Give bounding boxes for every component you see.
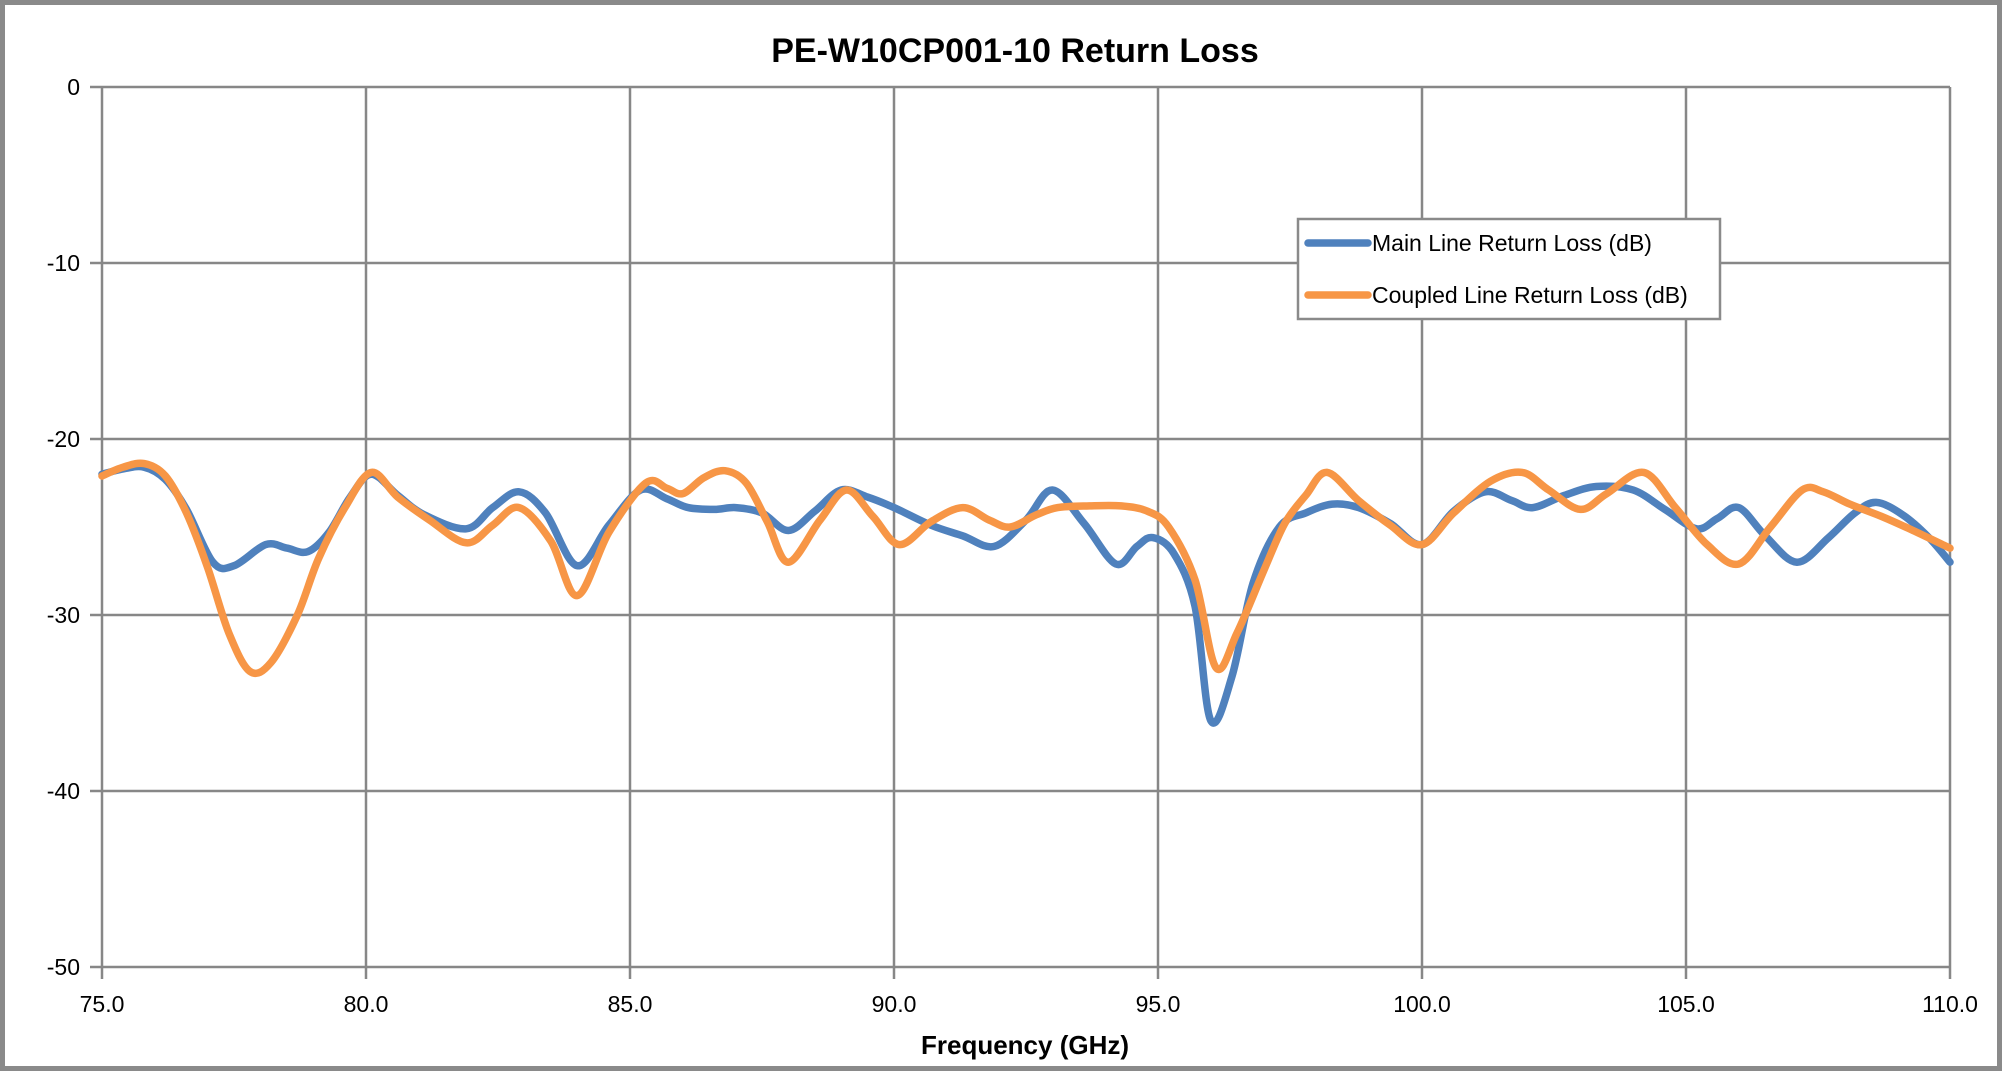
axis-ticks: [90, 85, 1952, 979]
axis-labels: 75.0 80.0 85.0 90.0 95.0 100.0 105.0 110.0 0 -10 -…: [47, 74, 1978, 1017]
x-tick-label: 90.0: [872, 991, 917, 1017]
x-tick-label: 110.0: [1922, 991, 1978, 1017]
x-axis-title: Frequency (GHz): [921, 1030, 1129, 1060]
y-tick-label: -20: [47, 426, 80, 452]
y-tick-label: -10: [47, 250, 80, 276]
data-series: [98, 459, 1954, 727]
x-tick-label: 80.0: [344, 991, 389, 1017]
y-tick-label: -50: [47, 954, 80, 980]
x-tick-label: 95.0: [1136, 991, 1181, 1017]
legend-entry-label-1: Coupled Line Return Loss (dB): [1372, 282, 1688, 308]
x-tick-label: 75.0: [80, 991, 125, 1017]
x-tick-label: 85.0: [608, 991, 653, 1017]
y-tick-label: -40: [47, 778, 80, 804]
x-tick-label: 105.0: [1657, 991, 1715, 1017]
series-line-1: [98, 459, 1954, 678]
y-tick-label: -30: [47, 602, 80, 628]
x-tick-label: 100.0: [1393, 991, 1451, 1017]
legend-entry-label-0: Main Line Return Loss (dB): [1372, 230, 1652, 256]
legend-box: [1296, 217, 1722, 321]
y-tick-label: 0: [67, 74, 80, 100]
chart-title: PE-W10CP001-10 Return Loss: [771, 32, 1259, 70]
legend: Main Line Return Loss (dB) Coupled Line R…: [1296, 217, 1722, 321]
